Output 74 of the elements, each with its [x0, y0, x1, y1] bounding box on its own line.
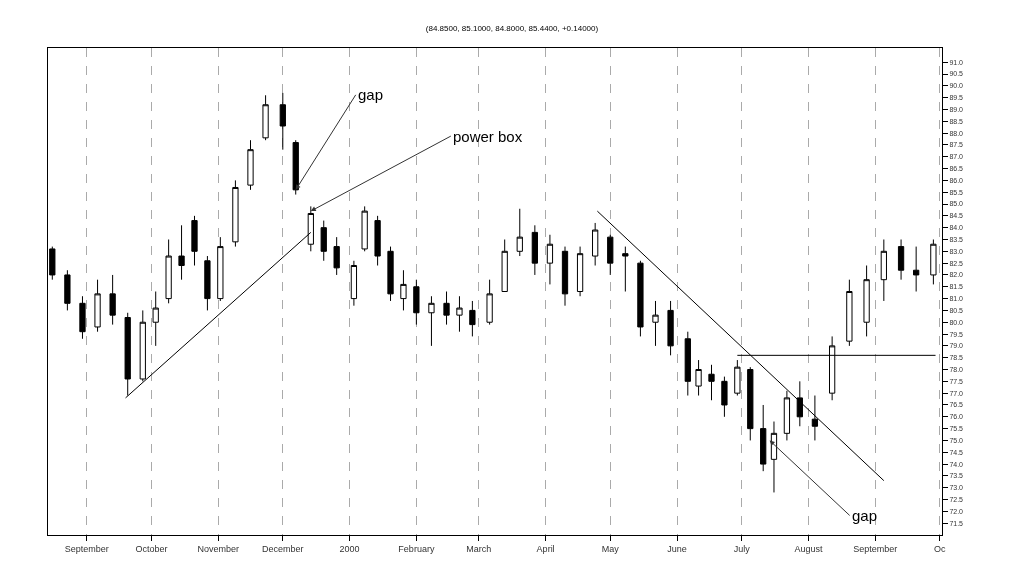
candlestick: [428, 295, 435, 347]
candlestick: [607, 234, 614, 276]
annotation: gap: [852, 507, 878, 524]
candlestick: [880, 238, 887, 302]
candlestick: [64, 269, 71, 311]
annotation: gap: [358, 86, 384, 103]
candlestick: [320, 220, 327, 262]
x-tick-label: December: [262, 543, 304, 554]
candlestick: [747, 366, 754, 441]
x-tick-label: February: [398, 543, 435, 554]
candlestick: [546, 234, 554, 285]
candlestick: [684, 331, 691, 397]
annotation: power box: [453, 128, 523, 145]
candlestick: [109, 274, 116, 326]
candlestick: [930, 238, 937, 285]
candlestick: [760, 404, 767, 472]
candlestick: [232, 179, 239, 248]
candlestick: [152, 291, 159, 347]
x-tick-label: Oc: [934, 543, 947, 554]
candlestick: [217, 236, 224, 302]
x-tick-label: September: [853, 543, 898, 554]
candlestick: [863, 265, 870, 337]
candlestick: [576, 246, 584, 297]
x-tick-label: October: [135, 543, 168, 554]
candlestick: [913, 246, 920, 292]
candlestick: [501, 238, 508, 292]
candlestick: [400, 269, 407, 311]
x-tick-label: September: [64, 543, 109, 554]
x-tick-label: March: [466, 543, 492, 554]
x-tick-label: May: [601, 543, 620, 554]
candlestick: [387, 246, 394, 302]
candlestick: [191, 215, 198, 266]
candlestick: [486, 279, 493, 326]
candlestick: [247, 139, 254, 191]
candlestick: [695, 359, 702, 397]
candlestick: [783, 390, 791, 441]
candlestick: [279, 92, 286, 151]
candlestick: [374, 215, 381, 266]
candlestick: [561, 246, 569, 307]
candlestick: [667, 300, 674, 356]
chart-title: (84.8500, 85.1000, 84.8000, 85.4400, +0.14000): [425, 24, 599, 34]
candlestick: [721, 376, 728, 418]
candlestick: [734, 359, 741, 397]
candlestick: [897, 238, 905, 281]
candlestick: [139, 309, 146, 382]
candlestick: [204, 255, 211, 311]
candlestick: [79, 295, 86, 340]
x-tick-label: July: [733, 543, 751, 554]
candlestick: [333, 236, 340, 276]
candlestick: [443, 291, 450, 326]
x-tick-label: April: [536, 543, 555, 554]
candlestick: [350, 260, 358, 307]
candlestick: [652, 300, 659, 347]
candlestick: [178, 224, 185, 281]
candlestick: [531, 224, 538, 276]
candlestick: [811, 395, 819, 441]
x-tick-label: 2000: [339, 543, 360, 554]
candlestick: [469, 300, 476, 337]
candlestick: [165, 238, 172, 304]
x-tick-label: June: [667, 543, 687, 554]
candlestick: [796, 380, 803, 427]
candlestick: [516, 208, 523, 257]
candlestick: [94, 279, 101, 333]
candlestick: [708, 364, 715, 401]
candlestick: [622, 246, 629, 292]
candlestick: [456, 295, 463, 333]
candlestick: [846, 279, 853, 347]
x-tick-label: August: [794, 543, 823, 554]
candlestick: [592, 222, 599, 266]
candlestick: [637, 260, 644, 337]
candlestick: [361, 205, 368, 252]
candlestick: [262, 94, 269, 141]
candlestick: [413, 279, 420, 326]
x-tick-label: November: [197, 543, 239, 554]
